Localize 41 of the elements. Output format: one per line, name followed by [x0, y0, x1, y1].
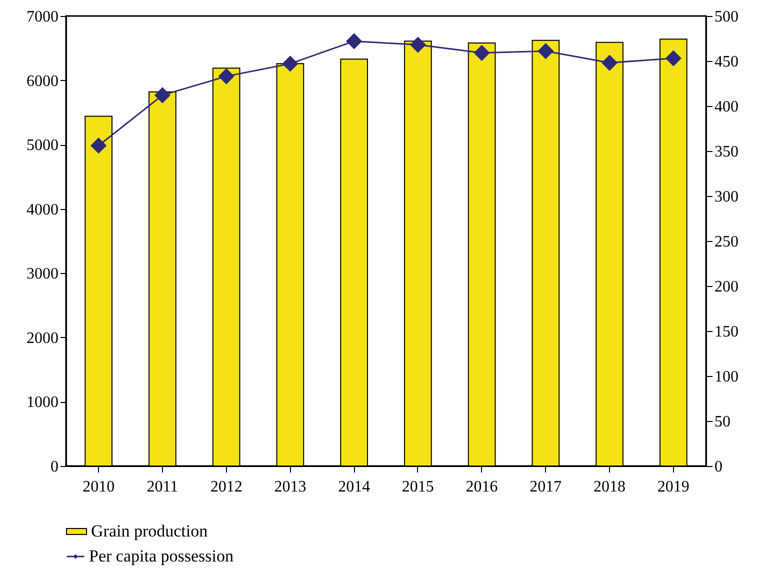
y-tick-label: 2000 — [26, 330, 58, 347]
point — [90, 138, 107, 154]
x-tick-label: 2011 — [146, 478, 178, 496]
x-tick-label: 2010 — [82, 478, 115, 496]
x-tick-label: 2013 — [274, 478, 306, 496]
y2-tick-label: 350 — [714, 144, 738, 160]
y2-tick-label: 250 — [714, 234, 738, 250]
y2-tick-label: 150 — [714, 324, 738, 340]
y2-tick-label: 300 — [714, 188, 738, 206]
y-tick-label: 0 — [50, 458, 58, 476]
x-tick-label: 2015 — [402, 478, 434, 496]
point — [601, 54, 618, 71]
y-tick-label: 5000 — [26, 137, 58, 154]
y2-tick-label: 100 — [714, 368, 738, 386]
y2-tick-label: 50 — [714, 414, 730, 430]
y2-tick-label: 200 — [714, 278, 738, 296]
point — [154, 87, 171, 104]
y-tick-label: 4000 — [26, 201, 58, 218]
legend-label: Per capita possession — [89, 546, 234, 566]
x-tick-label: 2016 — [466, 478, 498, 496]
x-tick-label: 2014 — [338, 478, 370, 496]
x-tick-label: 2017 — [530, 478, 562, 496]
y2-tick-label: 450 — [714, 54, 738, 70]
y-tick-label: 1000 — [26, 394, 58, 412]
point — [474, 44, 490, 61]
point — [538, 43, 554, 60]
x-tick-label: 2019 — [657, 478, 690, 496]
point — [665, 50, 682, 66]
y2-tick-label: 0 — [714, 458, 722, 476]
point — [346, 33, 362, 50]
y2-tick-label: 400 — [714, 98, 738, 116]
x-tick-label: 2012 — [210, 478, 242, 496]
point — [218, 68, 234, 84]
point — [410, 36, 426, 53]
point — [282, 56, 298, 72]
y2-tick-label: 500 — [714, 8, 738, 26]
x-tick-label: 2018 — [594, 478, 626, 496]
legend-label: Grain production — [91, 522, 208, 540]
y-tick-label: 7000 — [26, 8, 58, 26]
y-tick-label: 3000 — [26, 266, 58, 283]
y-tick-label: 6000 — [26, 72, 58, 90]
